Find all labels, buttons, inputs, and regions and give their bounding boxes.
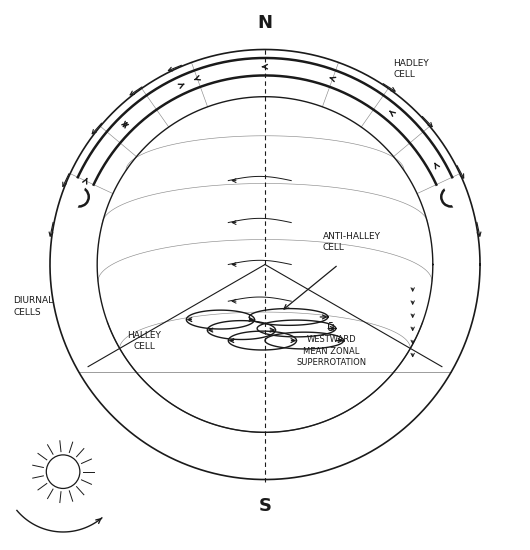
Text: WESTWARD
MEAN ZONAL
SUPERROTATION: WESTWARD MEAN ZONAL SUPERROTATION [296, 336, 366, 367]
Text: DIURNAL
CELLS: DIURNAL CELLS [13, 296, 54, 316]
Text: N: N [258, 14, 272, 32]
Text: S: S [259, 497, 271, 515]
Text: ū: ū [327, 321, 335, 334]
Circle shape [46, 455, 80, 488]
Text: ANTI-HALLEY
CELL: ANTI-HALLEY CELL [323, 232, 381, 252]
Text: HALLEY
CELL: HALLEY CELL [127, 331, 161, 350]
Text: HADLEY
CELL: HADLEY CELL [393, 59, 429, 79]
